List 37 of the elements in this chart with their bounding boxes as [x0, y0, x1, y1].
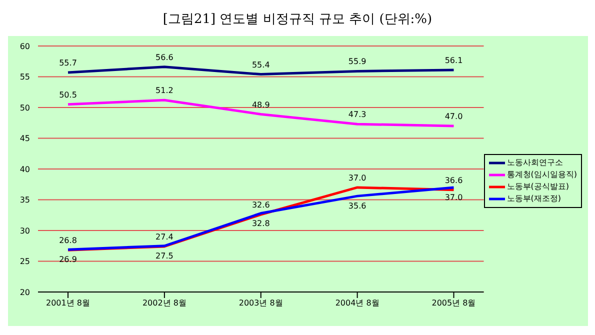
data-label: 55.4	[252, 60, 270, 70]
x-tick-label: 2005년 8월	[432, 298, 476, 308]
data-label: 47.3	[348, 110, 366, 120]
data-label: 26.8	[59, 236, 77, 246]
data-label: 27.5	[156, 252, 174, 261]
data-label: 55.7	[59, 58, 77, 68]
data-label: 32.8	[252, 218, 270, 228]
data-label: 37.0	[348, 173, 366, 182]
y-tick-label: 30	[20, 226, 30, 236]
y-tick-label: 45	[20, 134, 30, 144]
y-tick-label: 20	[20, 288, 30, 297]
x-tick-label: 2003년 8월	[238, 298, 283, 308]
y-tick-label: 35	[20, 196, 30, 205]
y-tick-label: 50	[20, 103, 30, 112]
chart-title: [그림21] 연도별 비정규직 규모 추이 (단위:%)	[162, 11, 434, 29]
legend-label: 노동부(재조정)	[506, 193, 561, 205]
data-label: 35.6	[348, 202, 366, 211]
y-tick-label: 25	[20, 257, 30, 266]
legend-label: 노동부(공식발표)	[506, 181, 569, 193]
data-label: 32.6	[252, 200, 270, 210]
x-tick-label: 2001년 8월	[46, 298, 90, 308]
legend-label: 통계청(임시일용직)	[506, 169, 577, 181]
x-tick-label: 2004년 8월	[335, 298, 380, 308]
legend-label: 노동사회연구소	[506, 157, 563, 169]
data-label: 48.9	[252, 100, 270, 110]
x-tick-label: 2002년 8월	[142, 298, 186, 308]
data-label: 55.9	[348, 57, 366, 66]
data-label: 50.5	[59, 90, 77, 100]
y-tick-label: 40	[20, 164, 30, 174]
data-label: 27.4	[156, 232, 174, 242]
data-label: 51.2	[156, 86, 174, 96]
data-label: 47.0	[444, 112, 463, 121]
y-tick-label: 55	[20, 72, 30, 82]
data-label: 56.1	[444, 56, 463, 65]
data-label: 56.6	[156, 52, 174, 62]
data-label: 36.6	[444, 176, 463, 185]
y-tick-label: 60	[20, 42, 30, 51]
